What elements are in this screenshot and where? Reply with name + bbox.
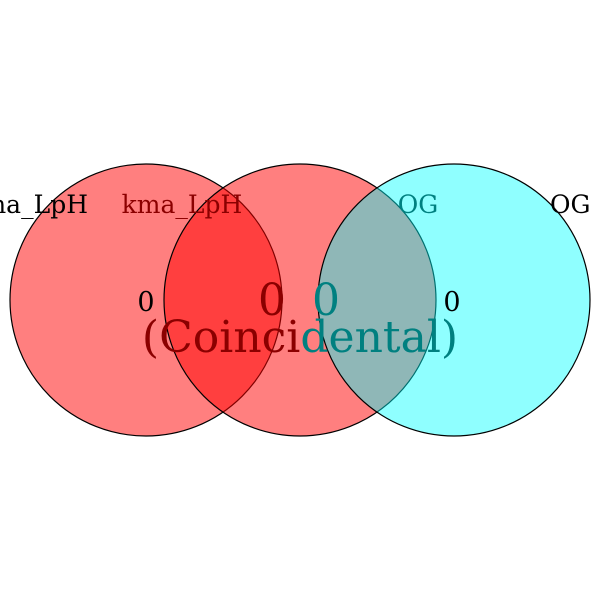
circle-kma-lph-middle (163, 163, 437, 437)
set-label-kma-lph-outer: kma_LpH (0, 190, 88, 219)
count-og-unique: 0 (443, 287, 460, 318)
coincidental-note-red: (Coincidental) (142, 312, 458, 363)
coincidental-note-teal: (Coincidental) (142, 312, 458, 363)
set-label-og-inner: OG (398, 190, 438, 219)
count-kma-lph-unique: 0 (137, 287, 154, 318)
set-label-og-outer: OG (550, 190, 590, 219)
count-og-coincidental: 0 (312, 275, 340, 326)
count-kma-lph-coincidental: 0 (258, 275, 286, 326)
set-label-kma-lph-inner: kma_LpH (122, 190, 243, 219)
circle-og-right (317, 163, 591, 437)
